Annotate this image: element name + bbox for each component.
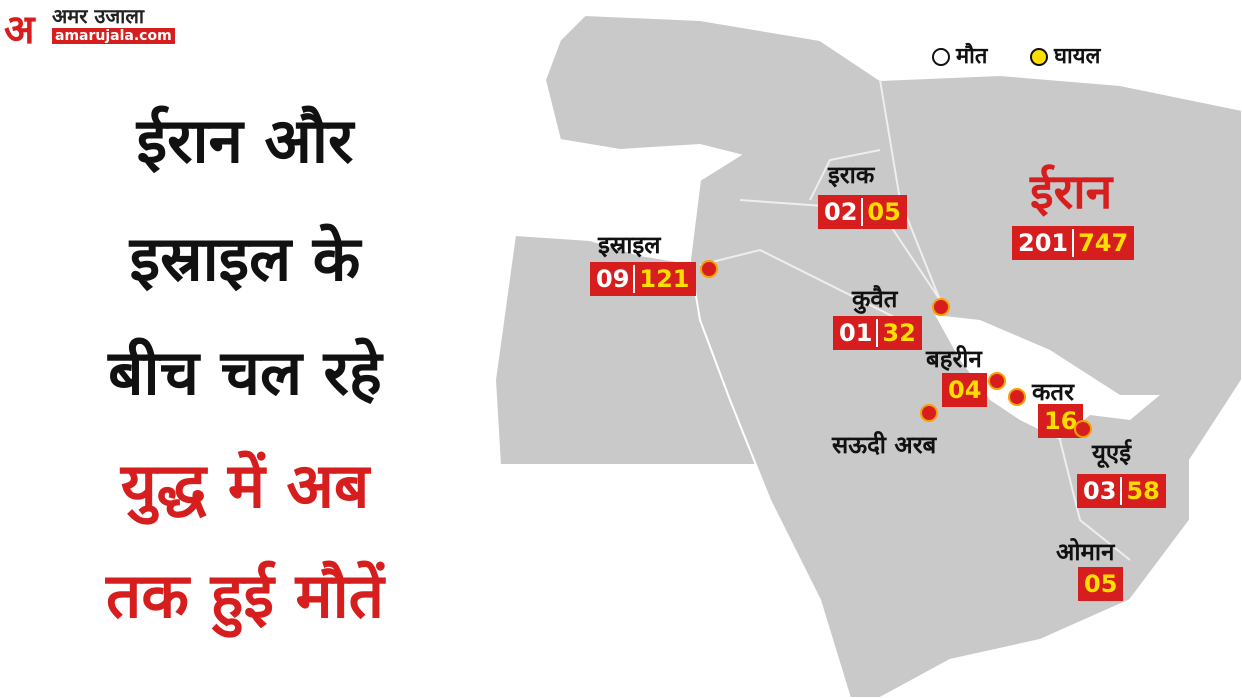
strike-marker [988, 372, 1006, 390]
strike-marker [932, 298, 950, 316]
strike-marker [1074, 420, 1092, 438]
country-name: सऊदी अरब [832, 431, 937, 459]
label: 01 [839, 319, 879, 347]
label: 58 [1126, 477, 1160, 505]
strike-marker [700, 260, 718, 278]
country-name: ईरान [1030, 164, 1113, 220]
logo-site: amarujala.com [52, 28, 175, 44]
count-box: 09 121 [590, 262, 696, 296]
strike-marker [920, 404, 938, 422]
headline-line: इस्राइल के [129, 222, 361, 295]
legend-deaths: मौत [932, 40, 987, 70]
count-box: 02 05 [818, 195, 907, 229]
headline-line: बीच चल रहे [108, 336, 382, 409]
headline-line: ईरान और [136, 104, 354, 177]
label: 121 [639, 265, 690, 293]
label: घायल [1054, 44, 1101, 69]
count-box: 201 747 [1012, 226, 1135, 260]
label: 09 [596, 265, 636, 293]
headline-line: युद्ध में अब [120, 449, 370, 522]
country-name: यूएई [1092, 439, 1131, 467]
logo-name: अमर उजाला [52, 4, 145, 28]
country-name: कतर [1032, 378, 1074, 406]
label: 201 [1018, 229, 1075, 257]
country-name: बहरीन [926, 345, 982, 373]
label: 747 [1078, 229, 1129, 257]
country-name: ओमान [1056, 538, 1115, 566]
count-box: 01 32 [833, 316, 922, 350]
gulf [935, 315, 1160, 440]
label: 05 [867, 198, 901, 226]
count-box: 03 58 [1077, 474, 1166, 508]
label: 16 [1044, 407, 1078, 435]
count-box: 04 [942, 373, 988, 407]
label: 03 [1083, 477, 1123, 505]
headline-line: तक हुई मौतें [106, 559, 384, 632]
label: 32 [882, 319, 916, 347]
strike-marker [1008, 388, 1026, 406]
logo-mark: अ [4, 7, 35, 53]
label: 05 [1084, 570, 1118, 598]
legend-injured: घायल [1030, 40, 1100, 70]
label: 04 [948, 376, 982, 404]
country-name: इराक [828, 161, 875, 189]
label: 02 [824, 198, 864, 226]
land-asia [543, 13, 1242, 698]
country-name: इस्राइल [598, 231, 661, 259]
country-name: कुवैत [852, 285, 898, 313]
count-box: 05 [1078, 567, 1124, 601]
label: मौत [956, 44, 988, 69]
